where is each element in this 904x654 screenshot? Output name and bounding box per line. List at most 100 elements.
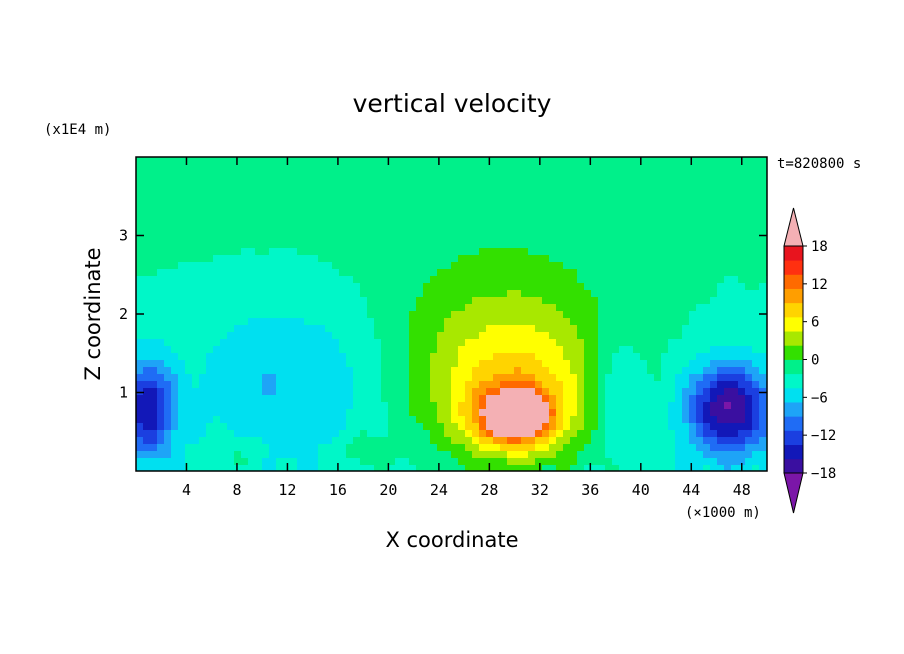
heatmap-cell: [178, 241, 186, 249]
heatmap-cell: [710, 451, 718, 459]
heatmap-cell: [437, 465, 445, 471]
heatmap-cell: [262, 290, 270, 298]
heatmap-cell: [535, 360, 543, 368]
heatmap-cell: [724, 262, 732, 270]
heatmap-cell: [213, 157, 221, 165]
heatmap-cell: [598, 451, 606, 459]
heatmap-cell: [227, 444, 235, 452]
heatmap-cell: [640, 297, 648, 305]
heatmap-cell: [150, 234, 158, 242]
heatmap-cell: [612, 157, 620, 165]
heatmap-cell: [521, 269, 529, 277]
heatmap-cell: [304, 199, 312, 207]
heatmap-cell: [388, 458, 396, 466]
heatmap-cell: [626, 332, 634, 340]
heatmap-cell: [409, 297, 417, 305]
heatmap-cell: [150, 220, 158, 228]
heatmap-cell: [283, 297, 291, 305]
heatmap-cell: [500, 248, 508, 256]
heatmap-cell: [178, 388, 186, 396]
heatmap-cell: [178, 269, 186, 277]
heatmap-cell: [276, 269, 284, 277]
heatmap-cell: [430, 283, 438, 291]
heatmap-cell: [248, 283, 256, 291]
heatmap-cell: [311, 234, 319, 242]
heatmap-cell: [507, 248, 515, 256]
heatmap-cell: [542, 297, 550, 305]
heatmap-cell: [486, 164, 494, 172]
heatmap-cell: [703, 241, 711, 249]
heatmap-cell: [640, 339, 648, 347]
heatmap-cell: [353, 199, 361, 207]
heatmap-cell: [290, 178, 298, 186]
heatmap-cell: [507, 465, 515, 471]
heatmap-cell: [668, 437, 676, 445]
heatmap-cell: [136, 423, 144, 431]
heatmap-cell: [696, 213, 704, 221]
heatmap-cell: [325, 234, 333, 242]
heatmap-cell: [542, 248, 550, 256]
heatmap-cell: [339, 213, 347, 221]
heatmap-cell: [360, 423, 368, 431]
heatmap-cell: [584, 423, 592, 431]
heatmap-cell: [388, 332, 396, 340]
heatmap-cell: [206, 318, 214, 326]
heatmap-cell: [493, 283, 501, 291]
heatmap-cell: [269, 353, 277, 361]
heatmap-cell: [220, 318, 228, 326]
heatmap-cell: [479, 199, 487, 207]
heatmap-cell: [717, 409, 725, 417]
heatmap-cell: [339, 374, 347, 382]
heatmap-cell: [164, 353, 172, 361]
heatmap-cell: [346, 290, 354, 298]
heatmap-cell: [752, 395, 760, 403]
heatmap-cell: [178, 255, 186, 263]
heatmap-cell: [185, 283, 193, 291]
heatmap-cell: [311, 416, 319, 424]
heatmap-cell: [311, 213, 319, 221]
heatmap-cell: [325, 185, 333, 193]
heatmap-cell: [339, 171, 347, 179]
heatmap-cell: [332, 283, 340, 291]
heatmap-cell: [199, 360, 207, 368]
heatmap-cell: [360, 171, 368, 179]
heatmap-cell: [612, 185, 620, 193]
heatmap-cell: [241, 430, 249, 438]
heatmap-cell: [542, 192, 550, 200]
heatmap-cell: [661, 430, 669, 438]
heatmap-cell: [612, 234, 620, 242]
heatmap-cell: [388, 290, 396, 298]
heatmap-cell: [584, 276, 592, 284]
heatmap-cell: [577, 444, 585, 452]
heatmap-cell: [521, 465, 529, 471]
heatmap-cell: [752, 276, 760, 284]
heatmap-cell: [710, 262, 718, 270]
heatmap-cell: [185, 360, 193, 368]
heatmap-cell: [752, 332, 760, 340]
heatmap-cell: [472, 388, 480, 396]
heatmap-cell: [479, 367, 487, 375]
heatmap-cell: [136, 332, 144, 340]
heatmap-cell: [668, 255, 676, 263]
heatmap-cell: [276, 374, 284, 382]
heatmap-cell: [367, 283, 375, 291]
heatmap-cell: [332, 213, 340, 221]
heatmap-cell: [668, 290, 676, 298]
heatmap-cell: [304, 325, 312, 333]
heatmap-cell: [451, 381, 459, 389]
heatmap-cell: [724, 423, 732, 431]
heatmap-cell: [199, 339, 207, 347]
heatmap-cell: [437, 311, 445, 319]
heatmap-cell: [185, 416, 193, 424]
heatmap-cell: [367, 157, 375, 165]
heatmap-cell: [717, 297, 725, 305]
heatmap-cell: [682, 395, 690, 403]
heatmap-cell: [612, 402, 620, 410]
heatmap-cell: [367, 416, 375, 424]
heatmap-cell: [409, 381, 417, 389]
heatmap-cell: [738, 171, 746, 179]
heatmap-cell: [745, 227, 753, 235]
heatmap-cell: [612, 241, 620, 249]
heatmap-cell: [563, 199, 571, 207]
heatmap-cell: [682, 269, 690, 277]
